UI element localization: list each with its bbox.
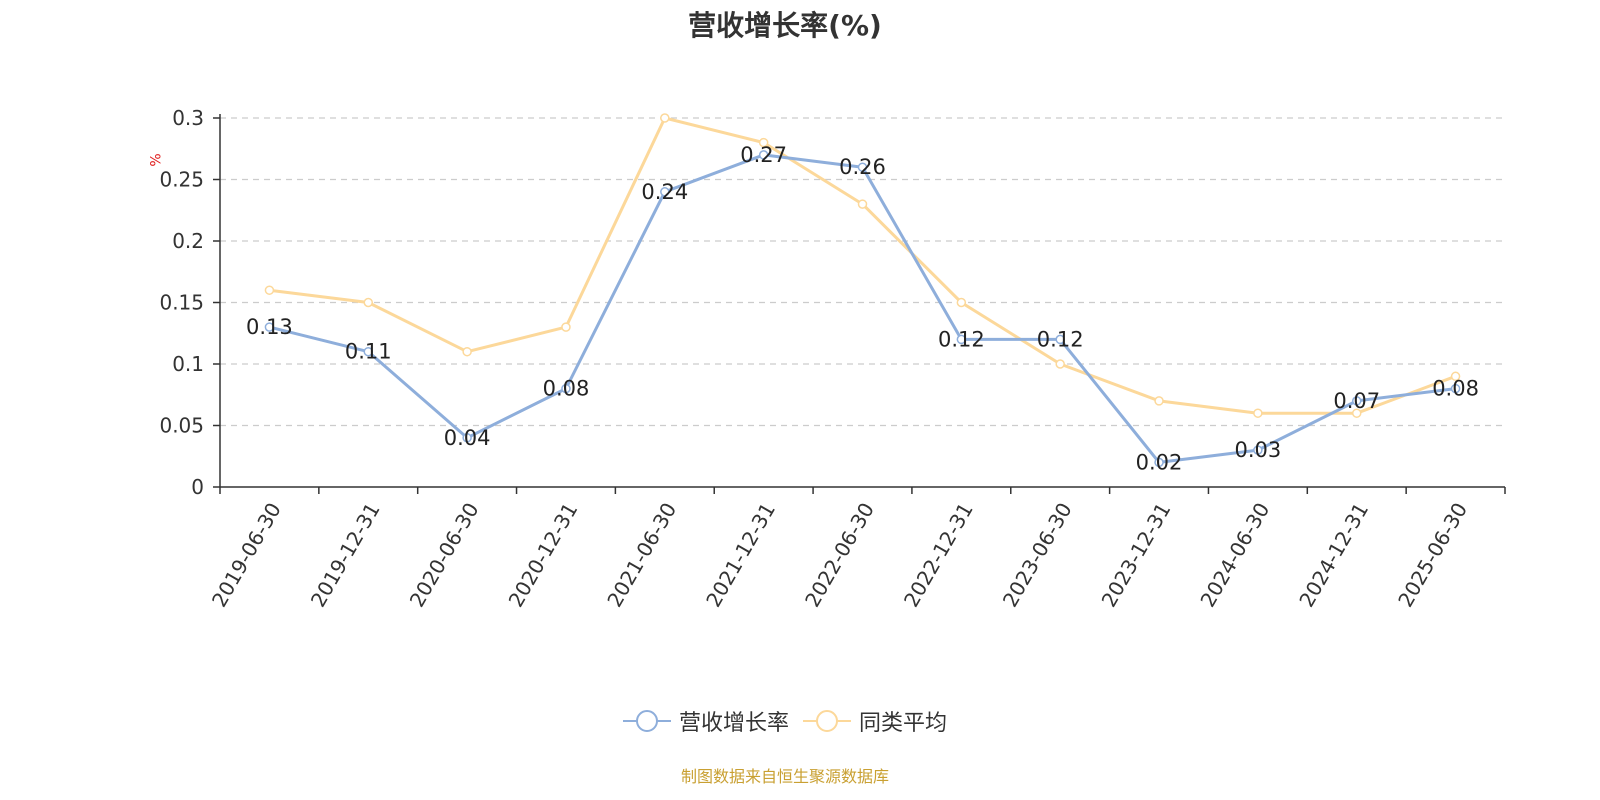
data-label: 0.02 <box>1136 450 1183 474</box>
data-label: 0.04 <box>444 426 491 450</box>
data-label: 0.12 <box>938 327 985 351</box>
data-point-series-2 <box>1253 408 1263 418</box>
y-tick-label: 0.25 <box>159 168 204 192</box>
source-note: 制图数据来自恒生聚源数据库 <box>680 767 889 786</box>
data-label: 0.13 <box>246 315 293 339</box>
x-tick-label: 2021-12-31 <box>701 499 780 612</box>
x-tick-label: 2024-12-31 <box>1294 499 1373 612</box>
data-point-series-1 <box>1055 334 1065 345</box>
y-tick-label: 0 <box>191 475 204 499</box>
x-tick-label: 2020-12-31 <box>504 499 583 612</box>
legend: 营收增长率 同类平均 <box>0 705 1570 737</box>
data-point-series-1 <box>264 322 275 332</box>
data-label: 0.24 <box>641 180 688 204</box>
data-point-series-1 <box>857 162 868 172</box>
x-tick-label: 2023-06-30 <box>998 499 1077 612</box>
y-tick-label: 0.05 <box>159 414 204 438</box>
data-point-series-2 <box>462 346 472 357</box>
data-label: 0.03 <box>1235 438 1282 462</box>
chart-title: 营收增长率(%) <box>688 9 882 42</box>
data-label: 0.11 <box>345 340 392 364</box>
data-point-series-2 <box>1351 408 1362 418</box>
data-label: 0.27 <box>740 143 787 167</box>
data-point-series-2 <box>1450 371 1461 382</box>
data-point-series-1 <box>1154 457 1164 468</box>
x-tick-label: 2023-12-31 <box>1097 499 1176 612</box>
y-tick-label: 0.2 <box>172 229 204 253</box>
data-point-series-1 <box>462 433 472 443</box>
data-point-series-1 <box>660 187 670 197</box>
data-label: 0.12 <box>1037 327 1084 351</box>
data-label: 0.08 <box>543 377 590 401</box>
legend-marker-series-2 <box>803 710 851 732</box>
y-tick-label: 0.15 <box>159 291 204 315</box>
x-tick-label: 2020-06-30 <box>405 498 484 611</box>
data-point-series-2 <box>1055 359 1065 369</box>
x-tick-label: 2024-06-30 <box>1195 499 1274 612</box>
data-label: 0.26 <box>839 155 886 179</box>
data-point-series-1 <box>363 346 374 357</box>
data-point-series-1 <box>1450 383 1461 394</box>
x-tick-label: 2019-06-30 <box>207 499 286 612</box>
legend-marker-series-1 <box>622 710 671 732</box>
data-point-series-1 <box>561 383 571 394</box>
legend-item-series-1[interactable]: 营收增长率 <box>622 705 789 737</box>
data-point-series-1 <box>956 334 967 345</box>
data-point-series-2 <box>561 322 571 332</box>
data-point-series-2 <box>758 137 769 148</box>
data-point-series-2 <box>956 297 967 308</box>
data-label: 0.08 <box>1432 377 1479 401</box>
x-tick-label: 2021-06-30 <box>602 499 681 612</box>
data-point-series-1 <box>1253 445 1263 455</box>
legend-label-series-2: 同类平均 <box>859 711 948 736</box>
x-tick-label: 2022-06-30 <box>800 499 879 612</box>
data-label: 0.07 <box>1333 389 1380 413</box>
data-point-series-2 <box>857 199 868 209</box>
legend-item-series-2[interactable]: 同类平均 <box>803 705 947 737</box>
data-point-series-2 <box>264 285 275 295</box>
data-point-series-2 <box>1154 396 1164 406</box>
y-tick-label: 0.1 <box>172 352 204 376</box>
legend-label-series-1: 营收增长率 <box>678 711 789 736</box>
x-tick-label: 2025-06-30 <box>1393 499 1472 612</box>
x-tick-label: 2019-12-31 <box>306 499 385 612</box>
data-point-series-1 <box>1351 396 1362 406</box>
x-tick-label: 2022-12-31 <box>899 499 978 612</box>
data-point-series-1 <box>758 150 769 160</box>
data-point-series-2 <box>660 113 670 123</box>
data-point-series-2 <box>363 297 374 308</box>
y-tick-label: 0.3 <box>172 106 204 130</box>
